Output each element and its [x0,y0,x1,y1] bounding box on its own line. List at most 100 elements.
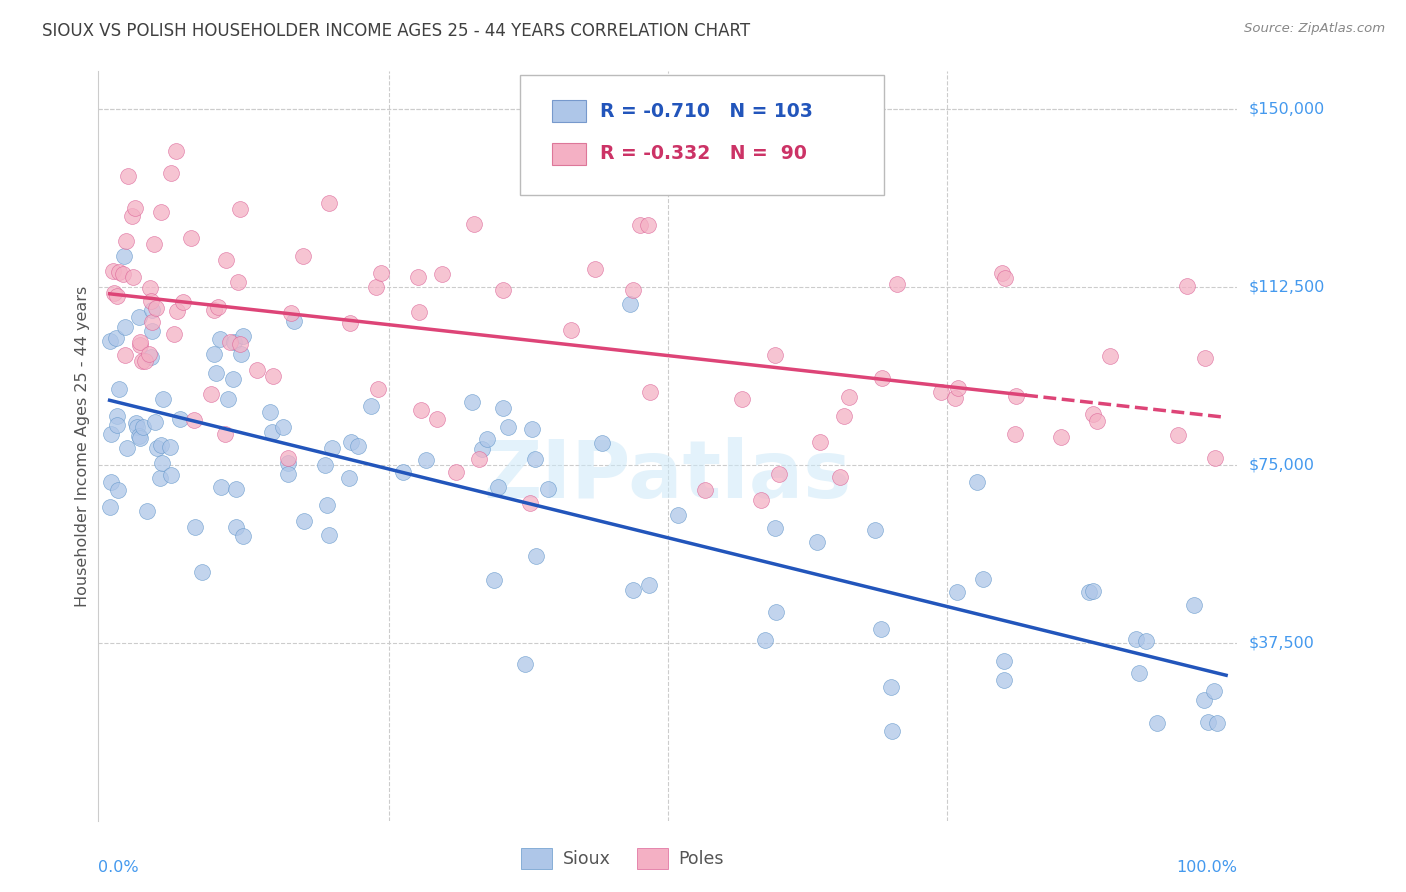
Point [145,301,167,315]
Point [207,300,229,314]
Point [260,425,283,439]
Point [141,303,163,318]
Point [340,434,363,449]
Point [619,297,641,311]
Point [180,231,202,245]
Point [283,314,305,328]
Point [945,584,967,599]
Point [141,294,163,309]
Point [114,348,136,362]
Point [219,335,242,350]
Point [1205,715,1227,730]
Point [103,285,125,300]
Point [105,409,128,423]
Point [1083,584,1105,599]
Point [229,202,252,217]
Point [838,390,860,404]
Point [524,549,547,563]
Point [425,412,447,426]
Point [152,392,174,407]
Point [321,441,343,455]
Point [131,353,153,368]
Point [271,419,294,434]
Text: Source: ZipAtlas.com: Source: ZipAtlas.com [1244,22,1385,36]
Point [486,480,509,494]
Point [1204,451,1226,466]
Point [1182,598,1205,612]
Text: R = -0.710   N = 103: R = -0.710 N = 103 [599,102,813,120]
FancyBboxPatch shape [551,100,586,122]
Point [108,265,131,279]
Point [522,422,544,436]
Point [537,482,560,496]
Point [232,328,254,343]
Point [994,271,1017,285]
Point [165,144,187,158]
Point [318,528,340,542]
Point [415,452,437,467]
Point [695,483,717,497]
Point [444,465,467,479]
Point [467,452,489,467]
Text: $150,000: $150,000 [1249,102,1324,117]
Point [132,419,155,434]
Point [105,289,128,303]
Point [117,169,139,183]
Point [830,470,852,484]
Point [406,270,429,285]
Point [879,680,901,694]
Point [204,366,226,380]
Point [107,382,129,396]
Text: 100.0%: 100.0% [1177,860,1237,874]
Point [124,201,146,215]
Point [228,336,250,351]
Point [346,439,368,453]
Text: 0.0%: 0.0% [98,860,139,874]
Point [149,471,172,485]
Point [202,347,225,361]
Point [471,442,494,456]
Point [749,493,772,508]
Point [337,471,360,485]
Point [100,427,122,442]
Text: $75,000: $75,000 [1249,458,1315,473]
Point [1049,430,1071,444]
Point [115,441,138,455]
Point [491,283,513,297]
Point [943,391,966,405]
Point [246,362,269,376]
Point [100,334,122,349]
Point [391,465,413,479]
Point [172,295,194,310]
Point [621,583,644,598]
Point [169,412,191,426]
FancyBboxPatch shape [551,143,586,165]
Point [128,429,150,443]
Point [1175,279,1198,293]
Point [972,572,994,586]
Point [991,266,1014,280]
Text: SIOUX VS POLISH HOUSEHOLDER INCOME AGES 25 - 44 YEARS CORRELATION CHART: SIOUX VS POLISH HOUSEHOLDER INCOME AGES … [42,22,751,40]
Point [217,392,239,407]
Point [882,723,904,738]
Point [463,217,485,231]
Point [1135,633,1157,648]
Point [993,654,1015,668]
Point [1192,692,1215,706]
Point [808,435,831,450]
Point [666,508,689,522]
Point [211,480,233,494]
Point [477,432,499,446]
Point [870,622,893,636]
Point [409,403,432,417]
Point [122,269,145,284]
Point [191,565,214,579]
Point [259,405,281,419]
FancyBboxPatch shape [520,75,884,195]
Point [128,310,150,324]
Point [100,475,122,490]
Point [134,353,156,368]
Point [408,305,430,319]
Point [513,657,536,672]
Point [225,520,247,534]
